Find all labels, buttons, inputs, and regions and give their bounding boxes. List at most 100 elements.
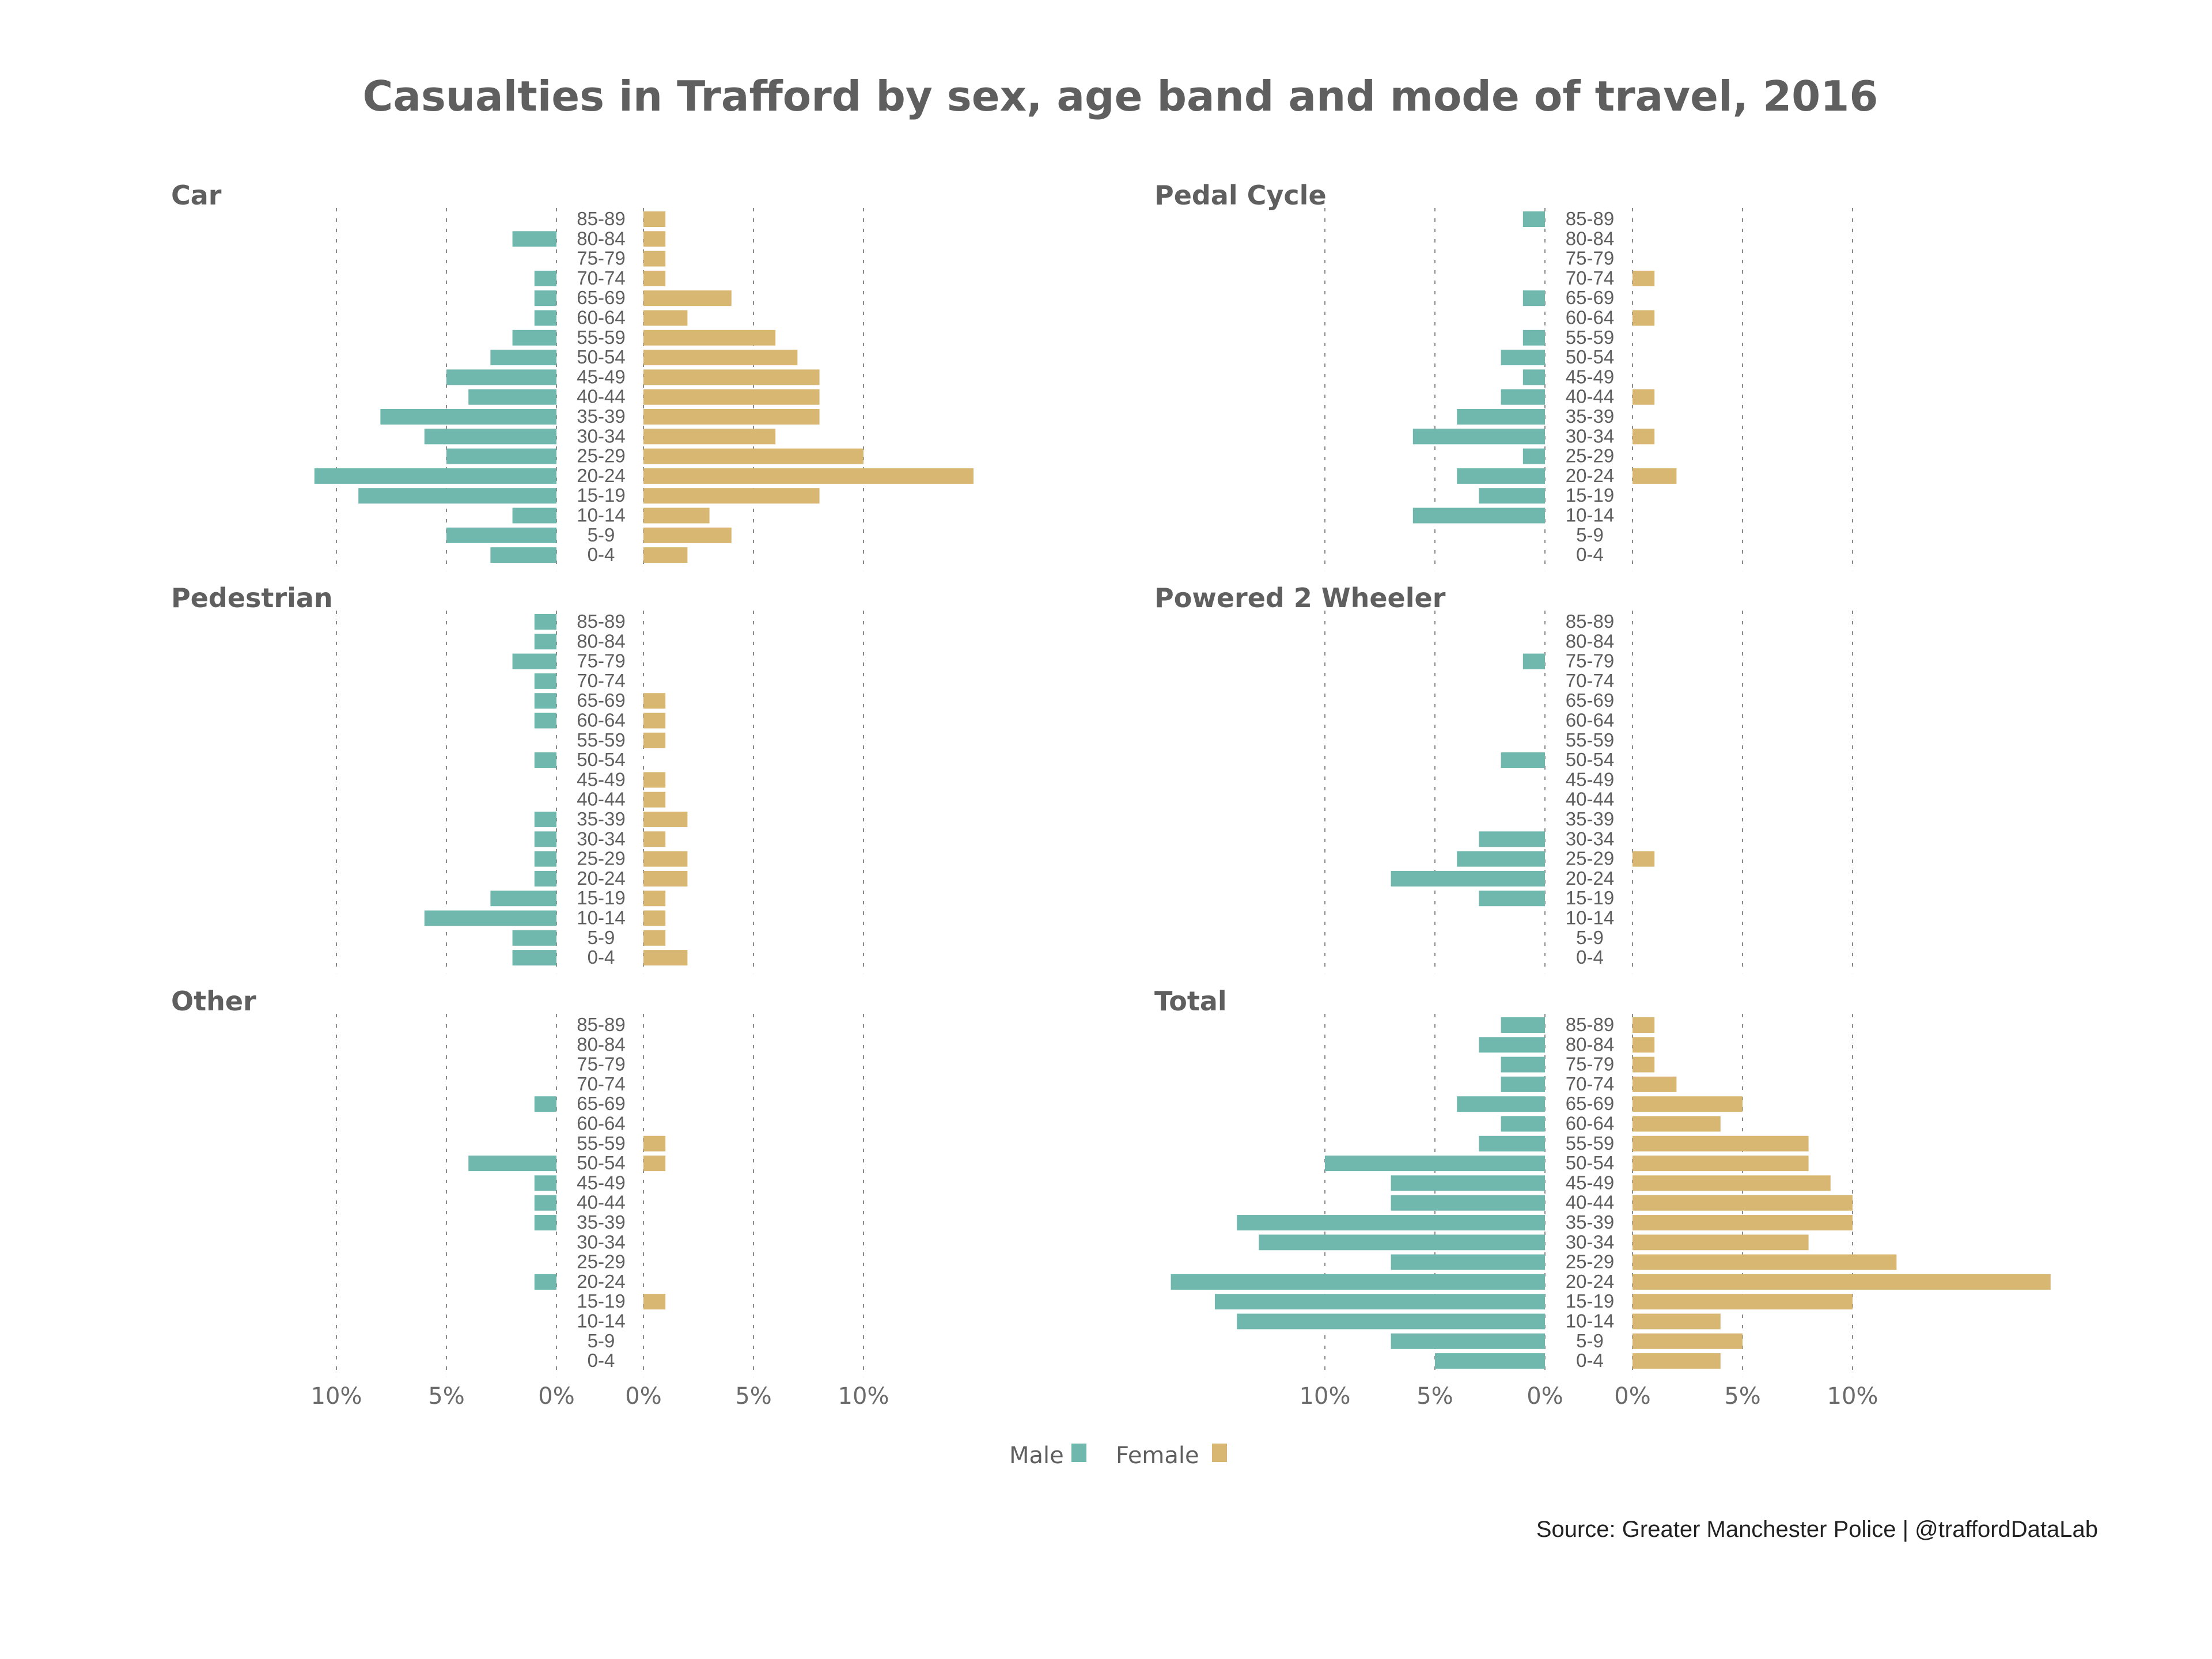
bar-female-10-14 xyxy=(643,910,666,926)
bar-male-15-19 xyxy=(1479,488,1545,504)
age-band-label: 10-14 xyxy=(1566,505,1614,526)
bar-male-30-34 xyxy=(424,429,556,445)
bar-male-65-69 xyxy=(534,1096,556,1112)
age-band-label: 45-49 xyxy=(1566,768,1614,790)
age-band-label: 0-4 xyxy=(588,1350,615,1371)
age-band-label: 25-29 xyxy=(1566,848,1614,869)
bar-male-25-29 xyxy=(1522,448,1545,464)
bar-female-50-54 xyxy=(643,350,798,366)
age-band-label: 60-64 xyxy=(1566,307,1614,328)
age-band-label: 35-39 xyxy=(577,808,625,830)
age-band-label: 75-79 xyxy=(577,1054,625,1075)
age-band-label: 5-9 xyxy=(588,927,615,948)
bar-male-50-54 xyxy=(1501,350,1545,366)
bar-male-30-34 xyxy=(1412,429,1545,445)
panels: Car85-8980-8475-7970-7465-6960-6455-5950… xyxy=(171,180,2051,1410)
age-band-label: 55-59 xyxy=(1566,1132,1614,1154)
age-band-label: 20-24 xyxy=(577,1271,625,1292)
bar-female-35-39 xyxy=(1633,1215,1853,1230)
bar-female-50-54 xyxy=(1633,1156,1809,1172)
bar-male-70-74 xyxy=(534,673,556,689)
bar-male-70-74 xyxy=(1501,1076,1545,1092)
bar-male-80-84 xyxy=(1479,1037,1545,1053)
bar-male-20-24 xyxy=(1457,468,1545,484)
age-band-label: 80-84 xyxy=(577,228,625,249)
bar-male-30-34 xyxy=(1479,831,1545,847)
age-band-label: 35-39 xyxy=(1566,1211,1614,1233)
age-band-label: 35-39 xyxy=(577,1211,625,1233)
bar-male-5-9 xyxy=(1391,1333,1545,1349)
bar-male-25-29 xyxy=(534,851,556,867)
age-band-label: 85-89 xyxy=(1566,611,1614,632)
bar-male-70-74 xyxy=(534,270,556,286)
bar-male-40-44 xyxy=(468,389,556,405)
age-band-label: 80-84 xyxy=(577,630,625,652)
bar-male-55-59 xyxy=(512,329,556,346)
age-band-label: 20-24 xyxy=(577,868,625,889)
bar-male-20-24 xyxy=(1391,870,1545,887)
panel-other: Other 85-8980-8475-7970-7465-6960-6455-59… xyxy=(171,986,889,1410)
age-band-label: 65-69 xyxy=(577,287,625,308)
bar-male-45-49 xyxy=(1522,369,1545,385)
bar-male-15-19 xyxy=(1479,891,1545,907)
age-band-label: 85-89 xyxy=(1566,208,1614,229)
bar-male-50-54 xyxy=(534,752,556,768)
age-band-label: 5-9 xyxy=(588,524,615,546)
bar-female-10-14 xyxy=(643,507,710,524)
x-tick-female: 10% xyxy=(1827,1383,1878,1410)
age-band-label: 55-59 xyxy=(577,1132,625,1154)
bar-female-25-29 xyxy=(643,851,688,867)
bar-male-20-24 xyxy=(534,1274,556,1290)
x-tick-female: 10% xyxy=(838,1383,889,1410)
age-band-label: 20-24 xyxy=(1566,868,1614,889)
bar-male-35-39 xyxy=(1457,409,1545,425)
age-band-label: 65-69 xyxy=(1566,690,1614,711)
bar-female-85-89 xyxy=(643,211,666,227)
bar-male-25-29 xyxy=(446,448,556,464)
bar-male-15-19 xyxy=(490,891,556,907)
age-band-label: 35-39 xyxy=(1566,406,1614,427)
panel-title: Pedal Cycle xyxy=(1154,180,1327,211)
age-band-label: 65-69 xyxy=(577,690,625,711)
age-band-label: 60-64 xyxy=(1566,710,1614,731)
bar-female-35-39 xyxy=(643,812,688,827)
legend-swatch-female xyxy=(1212,1444,1227,1462)
bar-male-60-64 xyxy=(1501,1116,1545,1132)
chart-title: Casualties in Trafford by sex, age band … xyxy=(363,72,1878,120)
bar-male-55-59 xyxy=(1522,329,1545,346)
age-band-label: 85-89 xyxy=(577,611,625,632)
bar-male-50-54 xyxy=(490,350,556,366)
bar-male-0-4 xyxy=(512,950,556,966)
age-band-label: 65-69 xyxy=(1566,1093,1614,1114)
bar-male-65-69 xyxy=(1457,1096,1545,1112)
age-band-label: 40-44 xyxy=(1566,1192,1614,1213)
age-band-label: 70-74 xyxy=(1566,267,1614,289)
bar-male-15-19 xyxy=(1215,1294,1545,1310)
bar-female-45-49 xyxy=(643,369,820,385)
age-band-label: 10-14 xyxy=(577,907,625,929)
bar-female-45-49 xyxy=(643,772,666,788)
age-band-label: 15-19 xyxy=(577,887,625,908)
age-band-label: 25-29 xyxy=(1566,1251,1614,1272)
bar-male-50-54 xyxy=(1501,752,1545,768)
bar-male-60-64 xyxy=(534,310,556,326)
age-band-label: 0-4 xyxy=(588,946,615,968)
age-band-label: 30-34 xyxy=(1566,1231,1614,1252)
bar-female-25-29 xyxy=(1633,1254,1897,1270)
age-band-label: 30-34 xyxy=(577,1231,625,1252)
bar-male-20-24 xyxy=(1171,1274,1545,1290)
age-band-label: 40-44 xyxy=(577,386,625,407)
bar-male-10-14 xyxy=(424,910,556,926)
bar-male-55-59 xyxy=(1479,1135,1545,1152)
x-tick-female: 0% xyxy=(1614,1383,1650,1410)
age-band-label: 80-84 xyxy=(1566,630,1614,652)
age-band-label: 35-39 xyxy=(1566,808,1614,830)
bar-female-60-64 xyxy=(643,713,666,729)
bar-female-75-79 xyxy=(1633,1056,1655,1073)
source-caption: Source: Greater Manchester Police | @tra… xyxy=(1536,1517,2098,1542)
age-band-label: 55-59 xyxy=(1566,327,1614,348)
age-band-label: 15-19 xyxy=(577,1290,625,1312)
bar-male-35-39 xyxy=(534,1215,556,1230)
bar-male-5-9 xyxy=(512,930,556,946)
bar-male-30-34 xyxy=(1259,1234,1545,1251)
